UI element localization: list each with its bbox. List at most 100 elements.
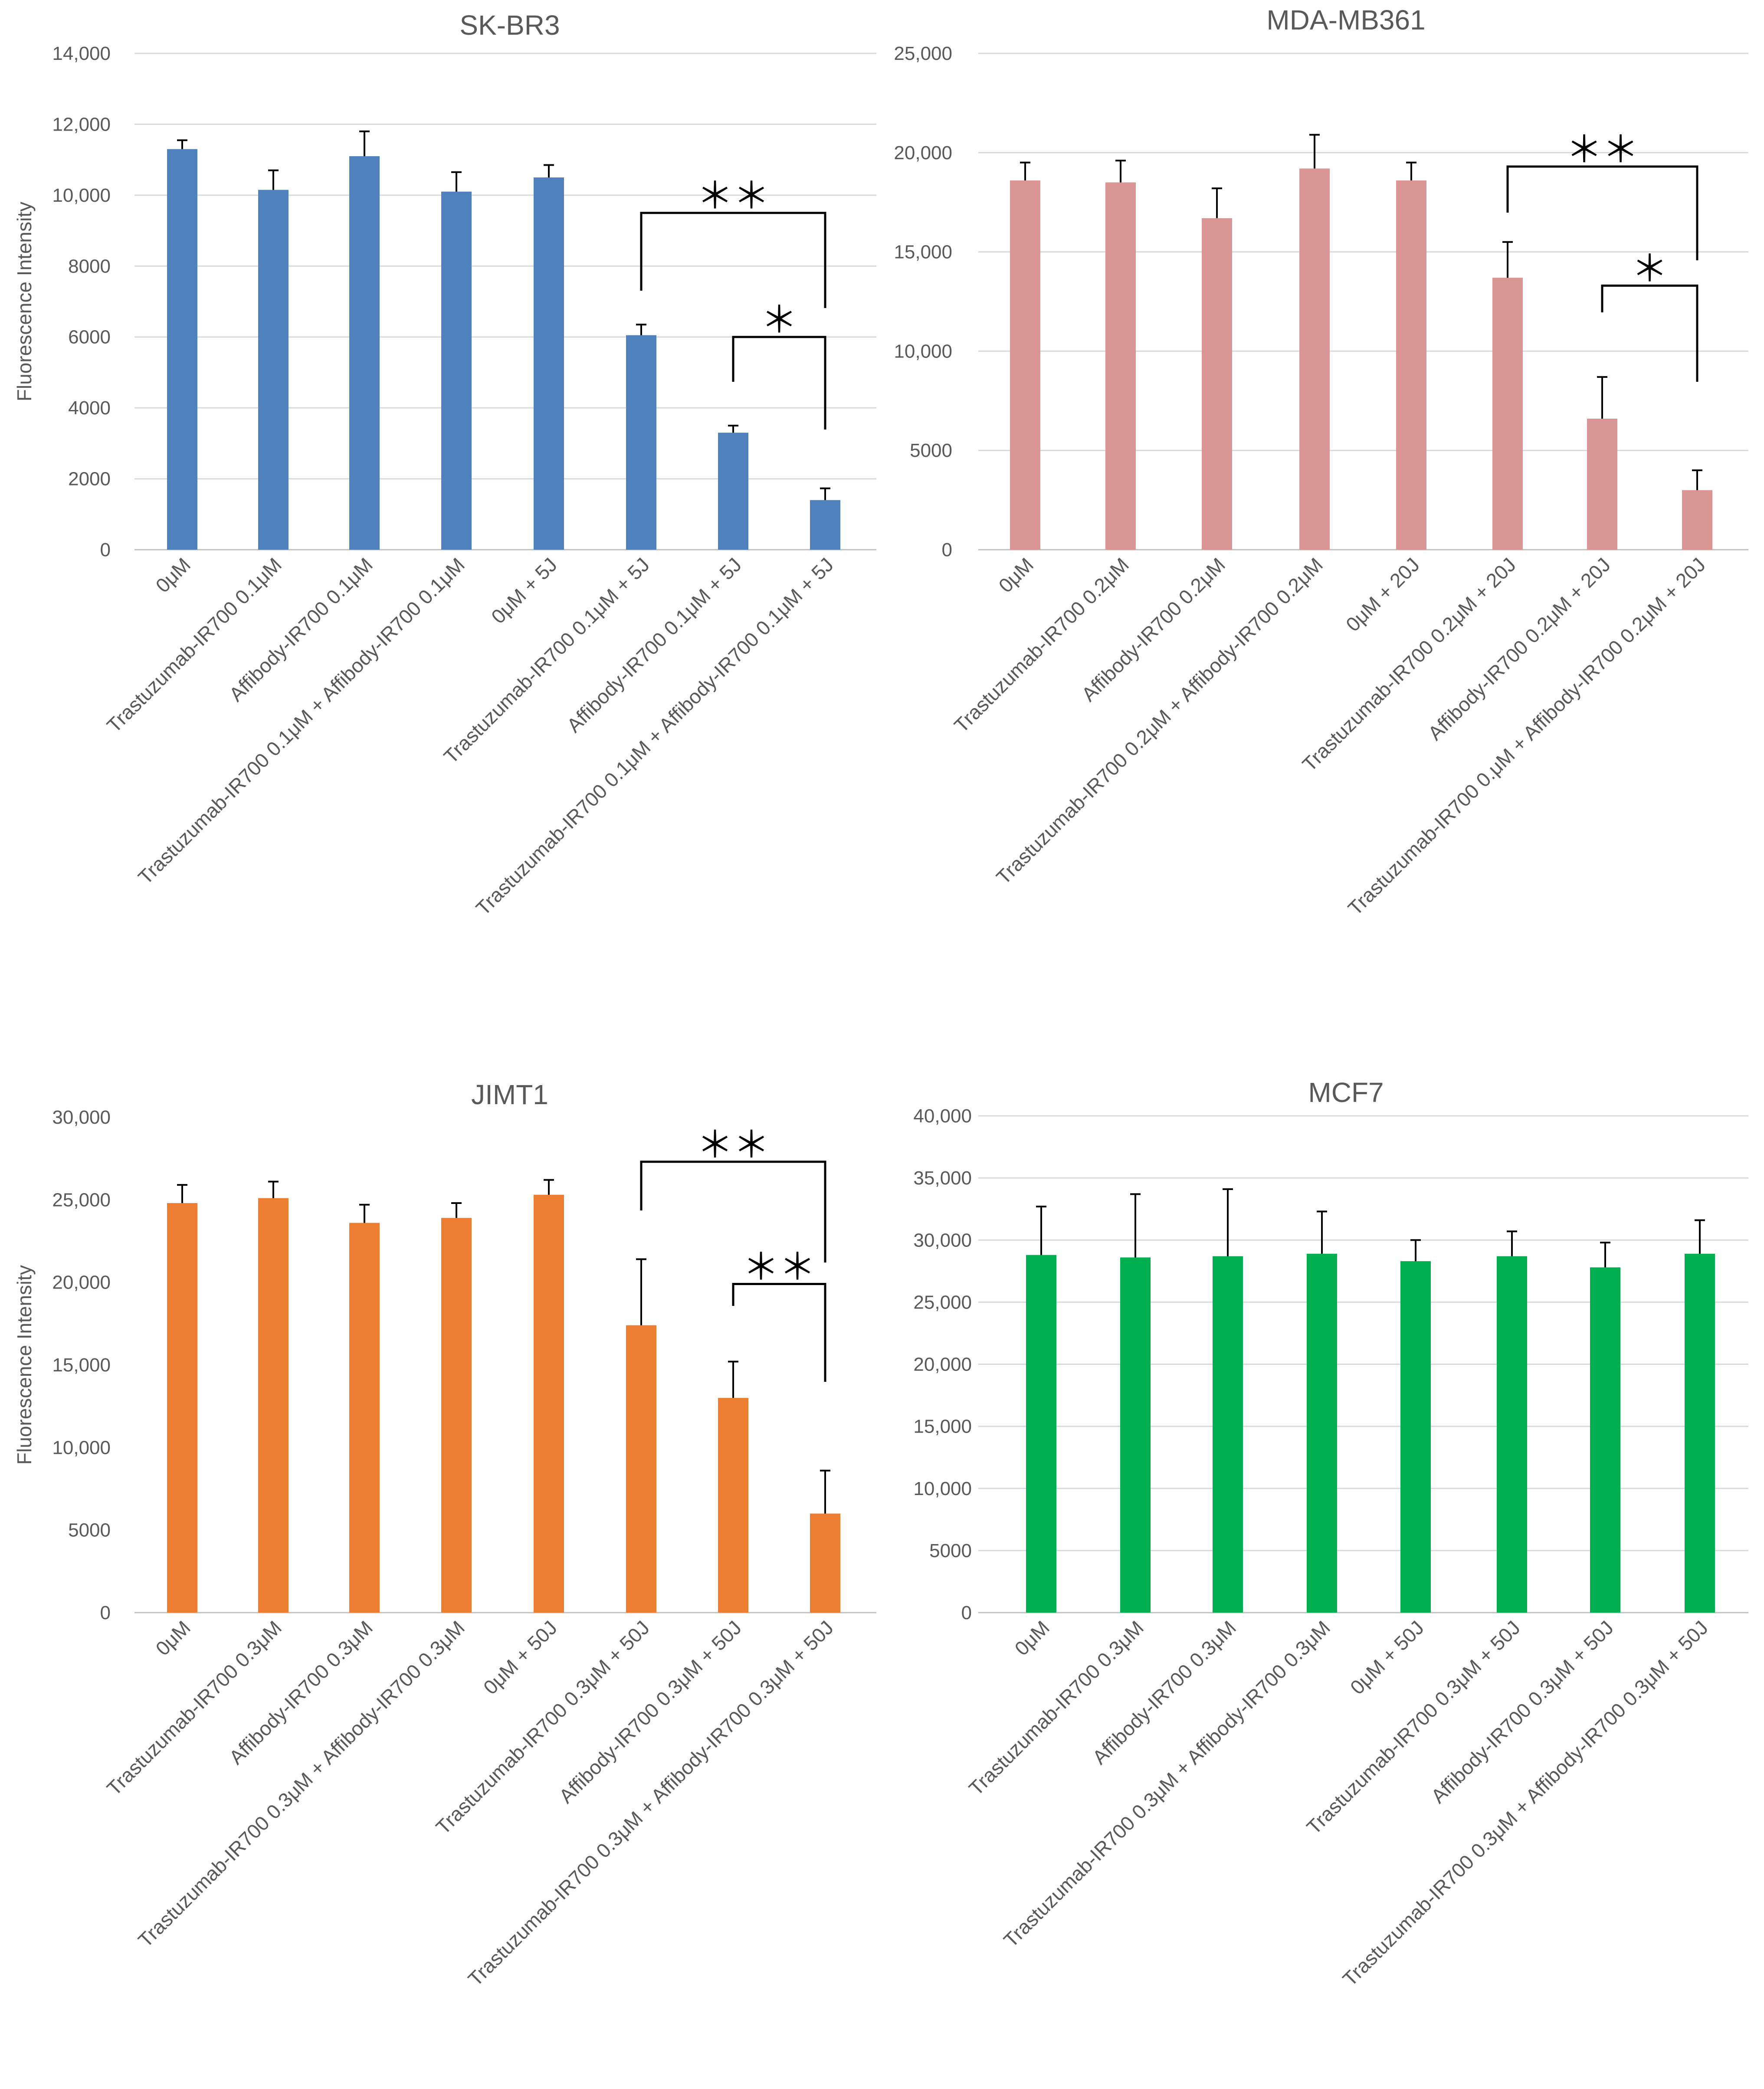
y-tick-label: 12,000 (52, 114, 111, 135)
bar (258, 190, 289, 550)
bar (1497, 1256, 1527, 1613)
y-tick-label: 5000 (929, 1540, 972, 1561)
bar (626, 1325, 656, 1613)
y-tick-label: 25,000 (913, 1292, 972, 1313)
y-tick-label: 0 (100, 539, 111, 561)
bracket-line (1506, 165, 1698, 260)
category-label: Trastuzumab-IR700 0.1μM + Affibody-IR700… (134, 553, 469, 889)
error-bar (451, 1202, 462, 1218)
bracket-line (640, 1161, 826, 1263)
bar (626, 335, 656, 550)
category-label: Trastuzumab-IR700 0.3μM + Affibody-IR700… (1338, 1616, 1713, 1991)
bar (349, 156, 380, 550)
significance-bracket: ＊＊ (1506, 128, 1698, 260)
error-bar (1406, 161, 1416, 180)
error-bar (177, 139, 187, 149)
y-tick-label: 25,000 (894, 43, 952, 64)
y-tick-label: 2000 (68, 469, 111, 490)
error-bar (728, 425, 738, 433)
chart-title: MCF7 (1308, 1077, 1384, 1108)
bar (1685, 1253, 1715, 1613)
error-bar (451, 171, 462, 192)
error-bar (1223, 1188, 1233, 1256)
error-bar (1115, 160, 1126, 183)
bar (1202, 218, 1232, 550)
bar (810, 1513, 840, 1613)
significance-bracket: ＊ (732, 299, 826, 430)
bar (1105, 182, 1136, 550)
error-bar (1036, 1205, 1046, 1255)
error-bar (1212, 187, 1222, 218)
bracket-line (640, 212, 826, 308)
error-bar (1507, 1230, 1517, 1256)
bar (1400, 1261, 1431, 1613)
bar (441, 191, 472, 550)
error-bar (1502, 241, 1513, 278)
y-tick-label: 15,000 (52, 1354, 111, 1376)
category-label: Trastuzumab-IR700 0.2μM (950, 553, 1133, 737)
error-bar (820, 487, 830, 500)
bar (167, 1203, 197, 1613)
category-label: 0μM (151, 1616, 195, 1660)
y-tick-label: 14,000 (52, 43, 111, 64)
bar (1026, 1255, 1056, 1613)
bar (1682, 490, 1712, 550)
y-tick-label: 15,000 (894, 242, 952, 263)
y-axis-title: Fluorescence Intensity (13, 202, 36, 401)
chart-panel-3: JIMT1 0 5000 10,000 15,000 20,000 25,000 30,000… (13, 1079, 876, 1991)
significance-bracket: ＊＊ (640, 1124, 826, 1263)
category-label: 0μM (151, 553, 195, 597)
y-tick-label: 15,000 (913, 1416, 972, 1437)
y-tick-label: 10,000 (52, 185, 111, 206)
error-bar (1600, 1241, 1610, 1268)
bar (534, 1194, 564, 1613)
y-tick-label: 4000 (68, 397, 111, 419)
category-label: 0μM (994, 553, 1038, 597)
error-bar (1692, 469, 1702, 490)
bar (1010, 180, 1040, 550)
bar (258, 1198, 289, 1613)
category-label: Trastuzumab-IR700 0.3μM + Affibody-IR700… (134, 1616, 469, 1951)
chart-panel-4: MCF7 0 5000 10,000 15,000 20,000 25,000 30,000 3… (913, 1077, 1748, 1991)
category-label: Affibody-IR700 0.2μM + 20J (1423, 553, 1615, 744)
error-bar (1317, 1210, 1327, 1254)
significance-bracket: ＊ (1601, 247, 1698, 382)
y-tick-label: 0 (961, 1602, 972, 1623)
y-tick-label: 0 (942, 539, 952, 561)
bar (810, 500, 840, 550)
significance-label: ＊ (761, 299, 797, 341)
category-label: 0μM + 20J (1341, 553, 1424, 636)
bar (718, 1398, 748, 1613)
error-bar (1695, 1219, 1705, 1254)
category-label: Trastuzumab-IR700 0.μM + Affibody-IR700 … (1344, 553, 1710, 919)
y-tick-label: 10,000 (894, 341, 952, 362)
error-bar (1597, 376, 1607, 419)
bar (1307, 1253, 1337, 1613)
category-label: Trastuzumab-IR700 0.3μM (964, 1616, 1148, 1800)
category-label: 0μM + 50J (479, 1616, 561, 1699)
error-bar (544, 164, 554, 177)
error-bar (820, 1469, 830, 1514)
bar (1492, 278, 1523, 550)
y-tick-label: 10,000 (52, 1437, 111, 1458)
category-label: Trastuzumab-IR700 0.1μM + 5J (439, 553, 654, 768)
bar (1299, 168, 1330, 550)
category-label: 0μM + 5J (487, 553, 561, 628)
category-label: Trastuzumab-IR700 0.2μM + 20J (1298, 553, 1520, 776)
error-bar (1309, 134, 1320, 169)
category-label: Affibody-IR700 0.3μM + 50J (1426, 1616, 1618, 1807)
category-label: 0μM + 50J (1346, 1616, 1428, 1699)
chart-title: SK-BR3 (459, 10, 560, 41)
y-tick-label: 20,000 (913, 1354, 972, 1375)
bar (1587, 418, 1617, 550)
bar (1396, 180, 1426, 550)
y-tick-label: 6000 (68, 327, 111, 348)
error-bar (636, 324, 646, 335)
category-label: Trastuzumab-IR700 0.3μM (102, 1616, 286, 1800)
bar (1213, 1256, 1243, 1613)
y-tick-label: 40,000 (913, 1105, 972, 1127)
error-bar (268, 1181, 279, 1198)
bar (1590, 1267, 1620, 1613)
y-tick-label: 20,000 (894, 142, 952, 164)
